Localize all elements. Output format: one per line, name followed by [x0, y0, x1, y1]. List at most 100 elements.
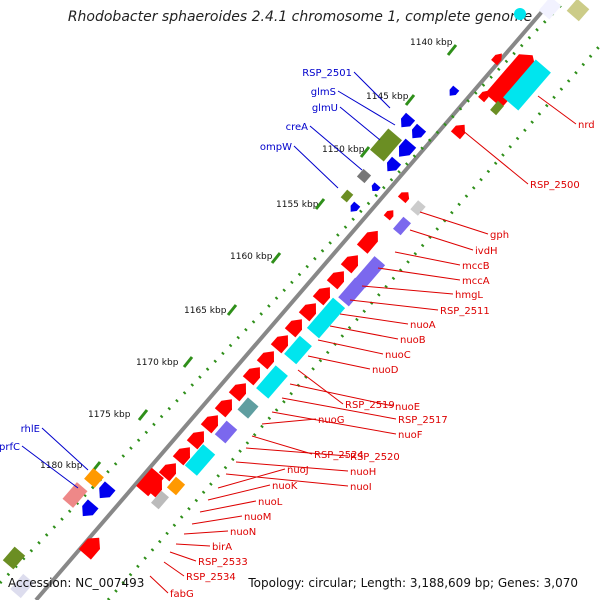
- gene-forward-label-nuoi[interactable]: nuoI: [350, 482, 372, 493]
- gene-forward-label-rsp-2500[interactable]: RSP_2500: [530, 180, 580, 191]
- gene-forward-callout-line: [317, 339, 384, 355]
- gene-forward-callout-line: [191, 515, 243, 525]
- gene-arrow-forward: [397, 192, 410, 204]
- kbp-major-tick: [270, 252, 282, 264]
- gene-block-cyan: [503, 59, 551, 111]
- gene-forward-callout-line: [207, 484, 271, 501]
- gene-forward-callout-line: [281, 397, 397, 420]
- gene-forward-label-nuon[interactable]: nuoN: [230, 527, 256, 538]
- gene-arrow-reverse: [82, 499, 99, 517]
- gene-forward-label-rsp-2520[interactable]: RSP_2520: [350, 452, 400, 463]
- gene-reverse-label-prfc[interactable]: prfC: [0, 442, 20, 453]
- gene-forward-label-rsp-2519[interactable]: RSP_2519: [345, 400, 395, 411]
- gene-arrow-forward: [450, 124, 465, 140]
- gene-arrow-forward: [312, 287, 330, 306]
- gene-forward-label-nuok[interactable]: nuoK: [272, 481, 298, 492]
- gene-arrow-forward: [186, 431, 204, 450]
- kbp-label-1165-kbp: 1165 kbp: [184, 306, 227, 316]
- kbp-major-tick: [446, 44, 458, 56]
- gene-arrow-forward: [383, 210, 394, 221]
- gene-arrow-forward: [172, 447, 190, 466]
- gene-forward-callout-line: [245, 447, 349, 457]
- gene-arrow-forward: [242, 367, 260, 386]
- gene-forward-label-nuoa[interactable]: nuoA: [410, 320, 436, 331]
- gene-forward-callout-line: [361, 285, 454, 295]
- gene-reverse-callout-line: [293, 145, 339, 189]
- gene-block-grey: [410, 200, 426, 216]
- gene-reverse-label-glms[interactable]: glmS: [311, 87, 336, 98]
- gene-forward-label-nrd[interactable]: nrd: [578, 120, 595, 131]
- gene-forward-label-ivdh[interactable]: ivdH: [475, 246, 498, 257]
- gene-forward-callout-line: [394, 251, 461, 266]
- kbp-major-tick: [226, 304, 238, 316]
- gene-forward-label-rsp-2533[interactable]: RSP_2533: [198, 557, 248, 568]
- gene-forward-label-mccb[interactable]: mccB: [462, 261, 490, 272]
- kbp-major-tick: [137, 409, 149, 421]
- gene-block-cyan: [284, 335, 312, 365]
- gene-forward-label-rsp-2511[interactable]: RSP_2511: [440, 306, 490, 317]
- gene-forward-label-nuof[interactable]: nuoF: [398, 430, 423, 441]
- gene-arrow-reverse: [387, 156, 402, 172]
- gene-forward-label-nuoj[interactable]: nuoJ: [287, 465, 309, 476]
- kbp-label-1140-kbp: 1140 kbp: [410, 38, 453, 48]
- gene-block-purple: [338, 277, 366, 307]
- gene-forward-callout-line: [251, 435, 313, 455]
- gene-forward-label-nuoe[interactable]: nuoE: [395, 402, 420, 413]
- tick-ring-inner: [106, 43, 600, 600]
- gene-reverse-callout-line: [339, 106, 381, 141]
- gene-block-purple: [354, 256, 386, 288]
- kbp-label-1170-kbp: 1170 kbp: [136, 358, 179, 368]
- gene-forward-label-gph[interactable]: gph: [490, 230, 509, 241]
- gene-arrow-reverse: [412, 123, 427, 139]
- kbp-major-tick: [404, 94, 416, 106]
- gene-forward-callout-line: [217, 468, 286, 489]
- gene-forward-label-rsp-2534[interactable]: RSP_2534: [186, 572, 236, 583]
- gene-arrow-forward: [270, 335, 288, 354]
- kbp-label-1160-kbp: 1160 kbp: [230, 252, 273, 262]
- gene-block-rna: [340, 189, 354, 203]
- gene-block-red: [136, 467, 164, 497]
- gene-block-rna: [370, 128, 402, 162]
- gene-forward-label-nuoh[interactable]: nuoH: [350, 467, 376, 478]
- accession-label: Accession: NC_007493: [8, 576, 145, 590]
- gene-reverse-label-ompw[interactable]: ompW: [260, 142, 292, 153]
- gene-block-rna: [490, 100, 504, 116]
- gene-forward-label-nuog[interactable]: nuoG: [318, 415, 345, 426]
- gene-block-grey: [356, 168, 372, 184]
- gene-reverse-label-crea[interactable]: creA: [286, 122, 309, 133]
- gene-arrow-forward: [485, 54, 536, 108]
- gene-forward-callout-line: [163, 561, 185, 577]
- gene-forward-label-mcca[interactable]: mccA: [462, 276, 490, 287]
- gene-arrow-forward: [298, 303, 316, 322]
- gene-forward-callout-line: [349, 299, 439, 311]
- gene-forward-label-nuod[interactable]: nuoD: [372, 365, 399, 376]
- gene-forward-callout-line: [419, 211, 489, 235]
- gene-reverse-label-rhle[interactable]: rhlE: [21, 424, 40, 435]
- gene-forward-label-nuob[interactable]: nuoB: [400, 335, 426, 346]
- gene-forward-callout-line: [289, 383, 394, 407]
- gene-arrow-reverse: [350, 201, 361, 212]
- gene-forward-callout-line: [297, 369, 344, 405]
- gene-arrow-forward: [158, 463, 176, 482]
- gene-forward-label-bira[interactable]: birA: [212, 542, 232, 553]
- gene-forward-label-fabg[interactable]: fabG: [170, 589, 194, 600]
- gene-block-cyan: [306, 297, 346, 339]
- gene-forward-label-nuom[interactable]: nuoM: [244, 512, 271, 523]
- gene-forward-callout-line: [183, 530, 229, 535]
- gene-forward-label-nuol[interactable]: nuoL: [258, 497, 283, 508]
- gene-arrow-forward: [256, 351, 274, 370]
- gene-forward-callout-line: [225, 473, 349, 487]
- gene-arrow-forward: [200, 415, 218, 434]
- gene-reverse-callout-line: [41, 427, 89, 471]
- gene-forward-callout-line: [461, 129, 529, 185]
- gene-forward-label-rsp-2517[interactable]: RSP_2517: [398, 415, 448, 426]
- gene-block-pink: [62, 482, 88, 508]
- gene-arrow-forward: [214, 399, 232, 418]
- gene-block-teal: [237, 397, 259, 419]
- gene-reverse-label-rsp-2501[interactable]: RSP_2501: [302, 68, 352, 79]
- gene-forward-label-nuoc[interactable]: nuoC: [385, 350, 411, 361]
- gene-forward-callout-line: [149, 575, 169, 594]
- gene-reverse-label-glmu[interactable]: glmU: [312, 103, 338, 114]
- gene-forward-label-hmgl[interactable]: hmgL: [455, 290, 483, 301]
